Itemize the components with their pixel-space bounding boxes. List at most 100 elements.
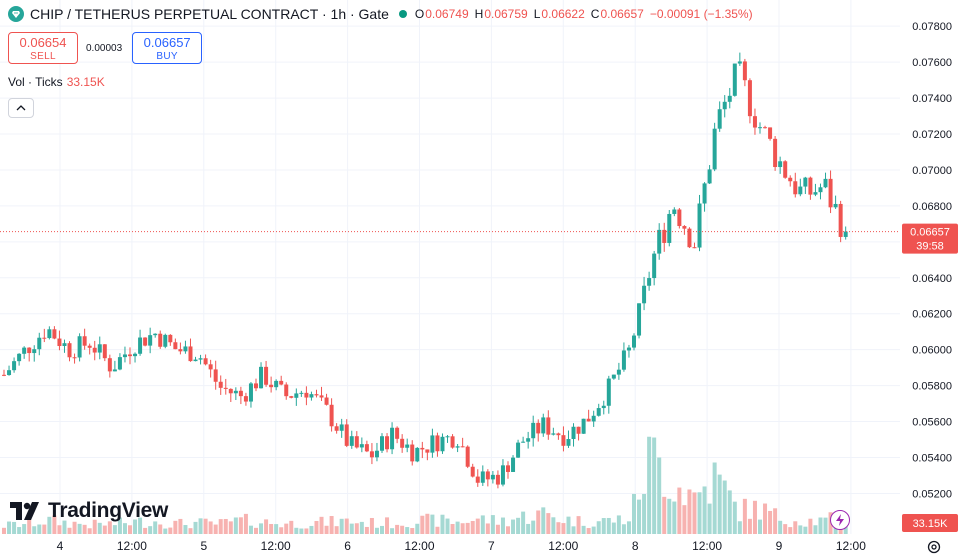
candle-body — [369, 451, 374, 458]
candle-body — [153, 333, 158, 336]
time-tick-label: 12:00 — [404, 539, 434, 553]
candle-body — [808, 177, 813, 195]
candle-body — [536, 422, 541, 434]
volume-bar — [143, 527, 148, 534]
sell-button[interactable]: 0.06654 SELL — [8, 32, 78, 64]
candle-body — [747, 80, 752, 117]
volume-bar — [606, 517, 611, 534]
volume-label[interactable]: Vol · Ticks — [8, 75, 63, 89]
candle-body — [128, 354, 132, 357]
volume-bar — [168, 527, 173, 534]
volume-bar — [42, 524, 47, 534]
volume-bar — [752, 500, 757, 534]
volume-bar — [677, 487, 682, 534]
candle-body — [500, 465, 505, 485]
candle-body — [158, 333, 163, 347]
volume-bar — [329, 516, 334, 534]
candle-body — [148, 335, 153, 346]
candle-body — [112, 369, 117, 372]
candle-body — [647, 278, 652, 286]
candle-body — [183, 346, 188, 352]
volume-bar — [803, 526, 808, 534]
volume-bar — [516, 517, 521, 534]
volume-bar — [425, 513, 430, 534]
candle-body — [616, 369, 621, 375]
candle-body — [778, 161, 783, 168]
volume-bar — [813, 525, 818, 534]
candle-body — [626, 347, 631, 351]
volume-bar — [440, 514, 445, 534]
price-tick-label: 0.06400 — [912, 273, 952, 285]
volume-bar — [299, 528, 304, 534]
candle-body — [304, 392, 309, 398]
candle-body — [773, 138, 778, 168]
volume-bar — [576, 516, 581, 534]
candle-body — [788, 177, 793, 182]
price-tick-label: 0.05800 — [912, 381, 952, 393]
volume-bar — [193, 521, 198, 534]
volume-bar — [485, 523, 490, 534]
candle-body — [203, 358, 208, 365]
symbol-title[interactable]: CHIP / TETHERUS PERPETUAL CONTRACT · 1h … — [30, 6, 389, 22]
candle-body — [62, 343, 67, 347]
candle-body — [324, 397, 329, 405]
buy-button[interactable]: 0.06657 BUY — [132, 32, 203, 64]
candle-body — [606, 378, 611, 406]
candle-body — [344, 424, 349, 446]
volume-bar — [596, 521, 601, 534]
tradingview-logo[interactable]: TradingView — [10, 499, 168, 523]
collapse-legend-button[interactable] — [8, 98, 34, 118]
candle-body — [682, 226, 687, 229]
candle-body — [97, 344, 102, 353]
candle-body — [248, 383, 253, 402]
candle-body — [238, 390, 243, 397]
candle-body — [364, 444, 369, 452]
time-tick-label: 6 — [344, 539, 351, 553]
candle-body — [425, 449, 430, 453]
candle-body — [490, 474, 495, 480]
price-tick-label: 0.05200 — [912, 488, 952, 500]
volume-bar — [541, 507, 546, 534]
volume-bar — [223, 518, 228, 534]
price-tick-label: 0.05600 — [912, 417, 952, 429]
volume-bar — [405, 527, 410, 534]
volume-bar — [188, 528, 193, 534]
volume-bar — [506, 526, 510, 534]
volume-bar — [626, 521, 631, 534]
candle-body — [228, 388, 233, 394]
candle-body — [758, 127, 762, 129]
volume-bar — [334, 526, 339, 534]
chevron-up-icon — [16, 105, 26, 111]
volume-bar — [763, 503, 768, 534]
candle-body — [2, 374, 6, 376]
candle-body — [173, 342, 178, 350]
spread-value: 0.00003 — [86, 42, 123, 54]
volume-bar — [647, 436, 652, 534]
candle-body — [354, 436, 359, 448]
volume-bar — [551, 517, 556, 534]
bolt-icon[interactable] — [830, 510, 850, 530]
volume-bar — [304, 528, 309, 534]
candle-body — [818, 187, 823, 193]
volume-bar — [203, 518, 208, 534]
buy-price: 0.06657 — [143, 35, 191, 50]
volume-bar — [12, 521, 17, 534]
volume-bar — [682, 505, 687, 534]
price-tick-label: 0.06800 — [912, 201, 952, 213]
brand-name: TradingView — [48, 499, 169, 522]
volume-bar — [768, 510, 773, 534]
volume-bar — [294, 527, 299, 534]
volume-bar — [32, 526, 37, 534]
candle-body — [198, 358, 203, 360]
volume-bar — [183, 525, 188, 534]
candle-body — [561, 435, 566, 446]
price-tick-label: 0.07800 — [912, 21, 952, 33]
candle-body — [632, 335, 636, 348]
gear-icon[interactable] — [926, 539, 942, 555]
volume-bar — [27, 517, 32, 534]
candle-body — [838, 203, 843, 237]
price-tick-label: 0.07600 — [912, 57, 952, 69]
candle-body — [208, 364, 213, 370]
candle-body — [52, 329, 57, 339]
